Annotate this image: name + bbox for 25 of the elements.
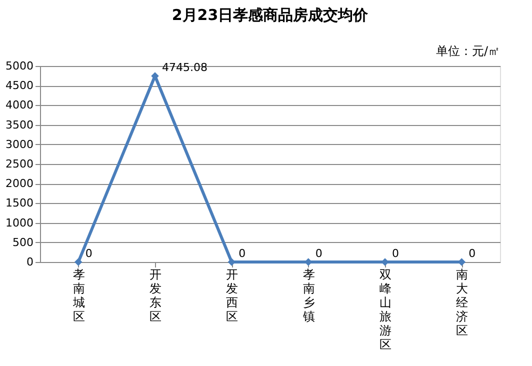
y-tick-label: 3500 — [6, 118, 34, 132]
x-tick-label: 开发东区 — [150, 268, 162, 324]
text: 单位：元/㎡ — [436, 44, 500, 58]
y-tick-label: 500 — [12, 236, 34, 249]
y-tick-label: 4500 — [6, 79, 34, 92]
x-tick-label: 南大经济区 — [456, 268, 468, 338]
y-tick-label: 1000 — [6, 216, 34, 230]
y-tick-label: 1500 — [6, 196, 34, 210]
x-tick-label: 孝南城区 — [72, 268, 85, 324]
y-tick-label: 2000 — [6, 177, 34, 190]
y-tick-label: 2500 — [6, 158, 34, 170]
x-tick-label: 双峰山旅游区 — [380, 268, 392, 352]
x-tick-label: 孝南乡镇 — [302, 268, 315, 324]
y-tick-label: 0 — [26, 256, 34, 268]
data-label: 0 — [85, 247, 92, 260]
data-label: 0 — [315, 247, 322, 260]
data-label: 0 — [238, 247, 246, 260]
data-label: 0 — [468, 247, 476, 260]
x-tick-label: 开发西区 — [226, 268, 238, 324]
chart-title: 2月23日孝感商品房成交均价 — [172, 6, 370, 24]
y-tick-label: 4000 — [6, 98, 34, 112]
y-tick-label: 5000 — [6, 60, 34, 72]
data-label: 0 — [392, 247, 399, 260]
data-label: 4745.08 — [162, 60, 208, 74]
y-tick-label: 3000 — [6, 138, 34, 151]
